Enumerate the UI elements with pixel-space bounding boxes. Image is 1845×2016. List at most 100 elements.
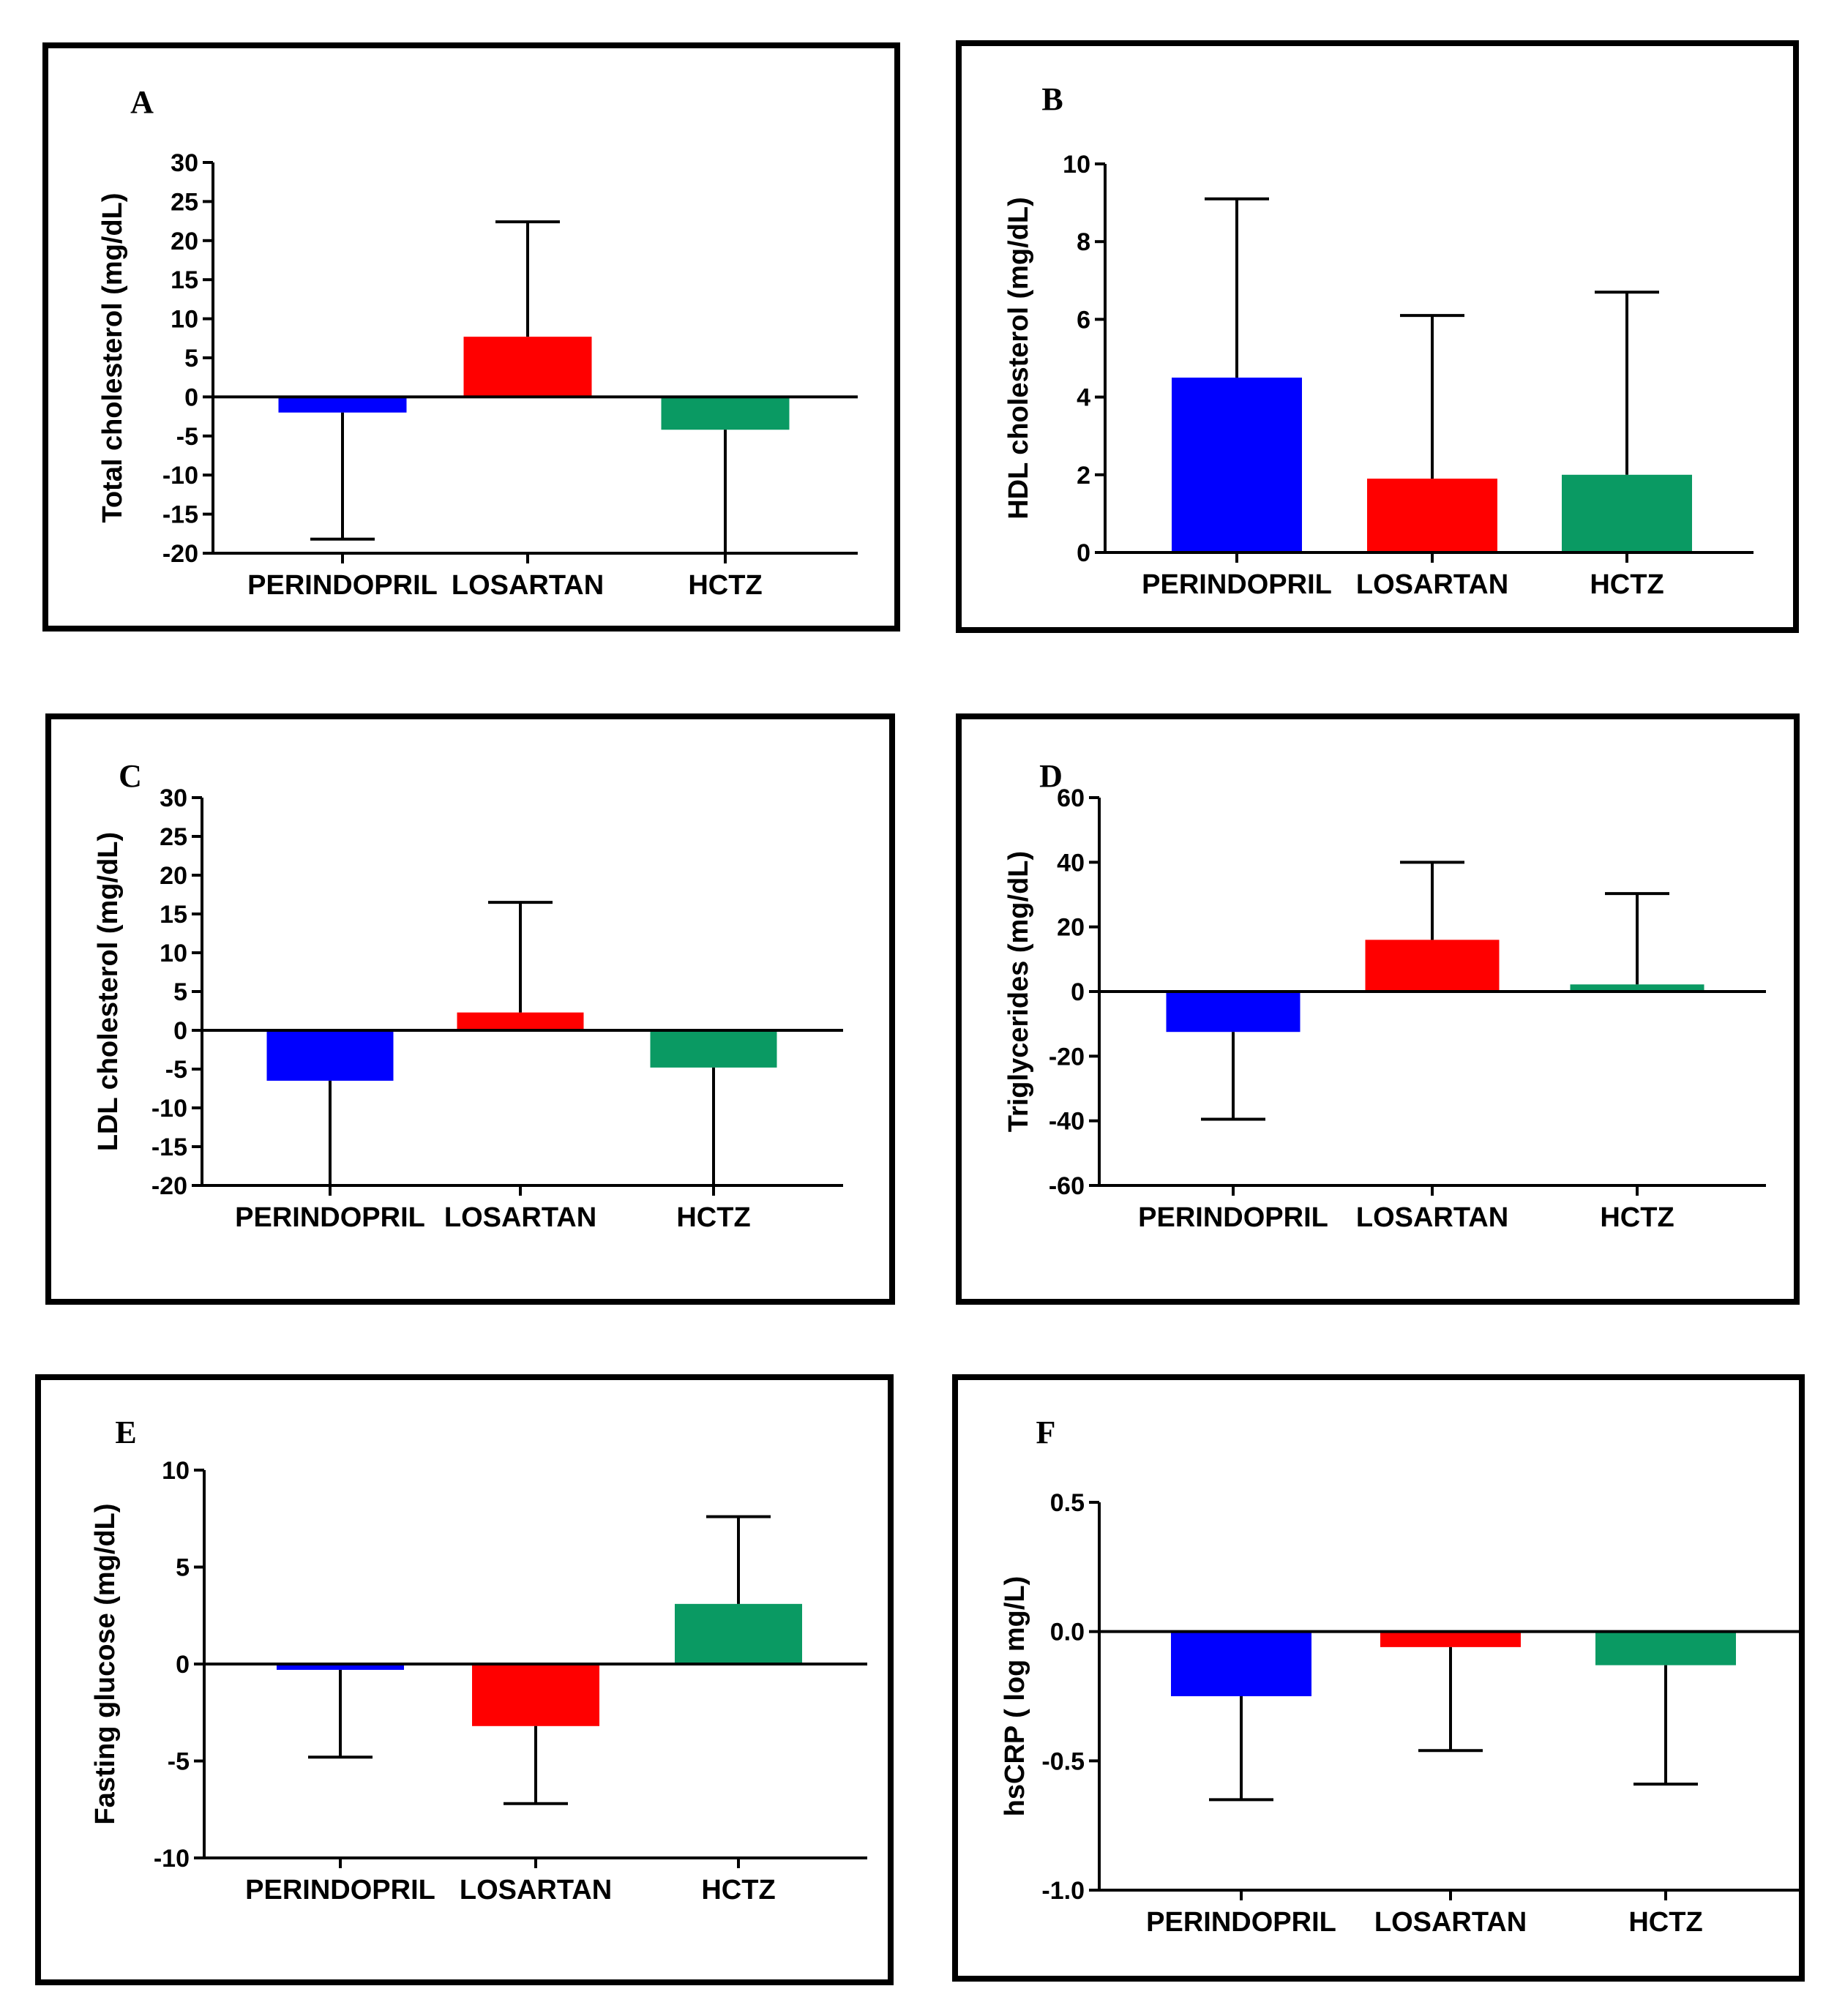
y-tick-label: 15 bbox=[160, 901, 187, 929]
panel-letter: A bbox=[130, 84, 154, 120]
chart-A: A Total cholesterol (mg/dL) 30 25 20 15 10 5 0 -5… bbox=[97, 84, 858, 601]
y-tick-label: 5 bbox=[173, 978, 187, 1006]
bar-perindopril bbox=[1172, 378, 1302, 552]
x-category-label: LOSARTAN bbox=[460, 1875, 612, 1906]
y-tick-label: 10 bbox=[1063, 151, 1090, 179]
x-category-label: PERINDOPRIL bbox=[245, 1875, 435, 1906]
y-tick-label: 2 bbox=[1077, 462, 1090, 490]
y-tick-label: 30 bbox=[160, 784, 187, 812]
bar-perindopril bbox=[1171, 1631, 1311, 1696]
y-tick-label: 6 bbox=[1077, 306, 1090, 334]
y-tick-label: 40 bbox=[1057, 849, 1085, 877]
y-axis-title: Fasting glucose (mg/dL) bbox=[90, 1503, 121, 1824]
y-tick-label: 0.0 bbox=[1050, 1619, 1085, 1646]
y-tick-label: -5 bbox=[168, 1748, 190, 1776]
y-tick-label: 10 bbox=[171, 306, 198, 334]
panel-E: E Fasting glucose (mg/dL) 10 5 0 -5 -10 PERINDO… bbox=[35, 1374, 894, 1985]
y-tick-label: 0 bbox=[1077, 539, 1090, 567]
y-tick-label: 0 bbox=[173, 1017, 187, 1045]
y-axis-title: hsCRP ( log mg/L) bbox=[1000, 1576, 1030, 1817]
y-tick-label: -60 bbox=[1049, 1172, 1085, 1200]
panel-letter: F bbox=[1036, 1414, 1056, 1450]
x-category-label: PERINDOPRIL bbox=[1146, 1907, 1336, 1938]
y-tick-label: 20 bbox=[1057, 914, 1085, 942]
bar-perindopril bbox=[278, 397, 407, 413]
y-tick-label: -20 bbox=[151, 1172, 187, 1200]
bar-losartan bbox=[457, 1012, 584, 1030]
y-tick-label: -20 bbox=[1049, 1043, 1085, 1071]
y-tick-label: -20 bbox=[162, 540, 198, 568]
panel-B: B HDL cholesterol (mg/dL) 10 8 6 4 2 0 PERINDOPR… bbox=[956, 40, 1799, 633]
panel-A: A Total cholesterol (mg/dL) 30 25 20 15 10 5 0 -5… bbox=[42, 42, 900, 632]
y-tick-label: 30 bbox=[171, 149, 198, 177]
x-category-label: PERINDOPRIL bbox=[235, 1202, 425, 1233]
y-tick-label: 25 bbox=[160, 823, 187, 851]
y-tick-label: 20 bbox=[160, 862, 187, 890]
bar-losartan bbox=[1367, 479, 1497, 552]
panel-letter: E bbox=[115, 1414, 136, 1450]
chart-E: E Fasting glucose (mg/dL) 10 5 0 -5 -10 PERINDO… bbox=[90, 1414, 867, 1906]
y-tick-label: -5 bbox=[176, 423, 198, 451]
x-category-label: HCTZ bbox=[1590, 569, 1664, 600]
y-tick-label: -5 bbox=[165, 1056, 187, 1084]
y-tick-label: 5 bbox=[176, 1554, 190, 1582]
y-tick-label: 4 bbox=[1077, 384, 1090, 412]
x-category-label: HCTZ bbox=[1628, 1907, 1702, 1938]
y-tick-label: 10 bbox=[160, 940, 187, 967]
x-category-label: PERINDOPRIL bbox=[247, 570, 438, 601]
chart-B: B HDL cholesterol (mg/dL) 10 8 6 4 2 0 PERINDOPR… bbox=[1003, 81, 1754, 600]
y-axis-title: Triglycerides (mg/dL) bbox=[1003, 851, 1034, 1132]
y-tick-label: 0.5 bbox=[1050, 1489, 1085, 1517]
y-tick-label: -10 bbox=[151, 1095, 187, 1123]
bar-losartan bbox=[1380, 1631, 1521, 1647]
y-tick-label: -1.0 bbox=[1041, 1877, 1085, 1905]
bar-perindopril bbox=[277, 1664, 404, 1670]
x-category-label: LOSARTAN bbox=[452, 570, 604, 601]
y-axis-title: LDL cholesterol (mg/dL) bbox=[93, 832, 124, 1151]
panel-D: D Triglycerides (mg/dL) 60 40 20 0 -20 -40 -60 PE… bbox=[956, 713, 1800, 1305]
y-tick-label: 15 bbox=[171, 266, 198, 294]
y-tick-label: 0 bbox=[1071, 978, 1085, 1006]
x-category-label: HCTZ bbox=[688, 570, 762, 601]
y-axis-title: HDL cholesterol (mg/dL) bbox=[1003, 197, 1034, 520]
y-tick-label: 8 bbox=[1077, 228, 1090, 256]
y-axis-title: Total cholesterol (mg/dL) bbox=[97, 192, 128, 522]
panel-letter: C bbox=[119, 758, 142, 794]
x-category-label: LOSARTAN bbox=[1356, 1202, 1508, 1233]
x-category-label: LOSARTAN bbox=[1374, 1907, 1527, 1938]
bar-losartan bbox=[1365, 940, 1500, 992]
y-tick-label: -15 bbox=[162, 501, 198, 529]
x-category-label: PERINDOPRIL bbox=[1138, 1202, 1328, 1233]
y-tick-label: -0.5 bbox=[1041, 1747, 1085, 1775]
x-category-label: HCTZ bbox=[1600, 1202, 1674, 1233]
bar-hctz bbox=[675, 1603, 802, 1664]
x-category-label: PERINDOPRIL bbox=[1142, 569, 1332, 600]
panel-C: C LDL cholesterol (mg/dL) 30 25 20 15 10 5 0 -5 -1… bbox=[45, 713, 895, 1305]
x-category-label: LOSARTAN bbox=[1356, 569, 1508, 600]
bar-hctz bbox=[1570, 984, 1704, 992]
bar-hctz bbox=[1595, 1631, 1736, 1665]
x-category-label: HCTZ bbox=[676, 1202, 750, 1233]
y-tick-label: -40 bbox=[1049, 1108, 1085, 1136]
chart-D: D Triglycerides (mg/dL) 60 40 20 0 -20 -40 -60 PE… bbox=[1003, 758, 1766, 1233]
bar-losartan bbox=[463, 337, 592, 397]
y-tick-label: 10 bbox=[162, 1457, 190, 1485]
y-tick-label: -10 bbox=[154, 1845, 190, 1873]
x-category-label: LOSARTAN bbox=[444, 1202, 596, 1233]
panel-letter: B bbox=[1041, 81, 1063, 117]
y-tick-label: 0 bbox=[176, 1651, 190, 1679]
panel-letter: D bbox=[1039, 758, 1063, 794]
y-tick-label: 60 bbox=[1057, 784, 1085, 812]
bar-hctz bbox=[661, 397, 790, 430]
x-category-label: HCTZ bbox=[701, 1875, 775, 1906]
bar-hctz bbox=[650, 1030, 777, 1068]
y-tick-label: 20 bbox=[171, 228, 198, 255]
bar-perindopril bbox=[266, 1030, 394, 1081]
chart-C: C LDL cholesterol (mg/dL) 30 25 20 15 10 5 0 -5 -1… bbox=[93, 758, 843, 1233]
y-tick-label: -15 bbox=[151, 1133, 187, 1161]
y-tick-label: 5 bbox=[184, 345, 198, 372]
y-tick-label: 25 bbox=[171, 188, 198, 216]
bar-perindopril bbox=[1166, 992, 1301, 1033]
